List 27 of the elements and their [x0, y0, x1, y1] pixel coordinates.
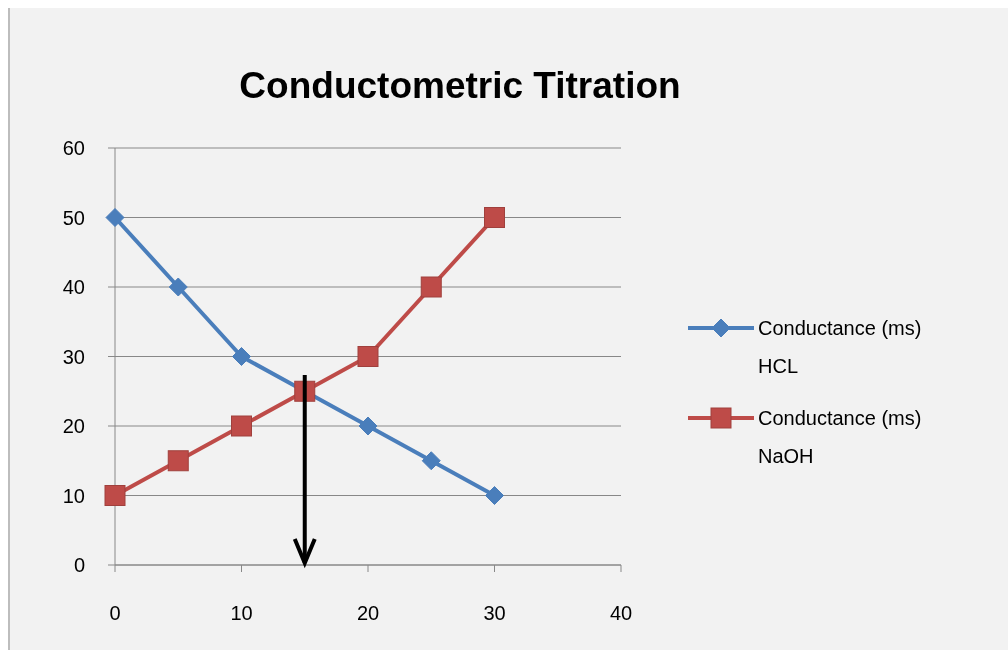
legend-label: Conductance (ms) HCL — [758, 317, 922, 377]
y-tick-label: 40 — [62, 276, 85, 298]
chart-title: Conductometric Titration — [239, 65, 681, 106]
y-tick-label: 30 — [62, 345, 85, 368]
x-tick-label: 10 — [230, 602, 253, 624]
x-tick-label: 20 — [356, 602, 380, 624]
point — [104, 485, 126, 506]
point — [231, 415, 252, 437]
point — [420, 276, 442, 298]
point — [167, 450, 189, 472]
legend-label: Conductance (ms) NaOH — [758, 407, 922, 467]
y-tick-label: 50 — [62, 206, 85, 229]
y-tick-label: 10 — [62, 484, 85, 507]
point — [485, 486, 504, 505]
point — [358, 416, 378, 436]
x-tick-label: 30 — [483, 602, 506, 624]
point — [168, 277, 188, 297]
y-tick-label: 0 — [73, 554, 85, 576]
y-tick-label: 60 — [62, 137, 85, 159]
point — [357, 346, 379, 367]
point — [484, 207, 505, 228]
x-tick-label: 40 — [609, 602, 633, 624]
point — [232, 347, 251, 366]
point — [421, 451, 441, 471]
point — [105, 208, 125, 227]
x-tick-label: 0 — [109, 602, 121, 624]
y-tick-label: 20 — [62, 415, 85, 437]
